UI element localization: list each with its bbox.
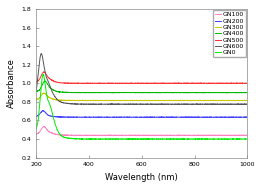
- GN400: [137, 91, 140, 94]
- GN300: [240, 99, 243, 102]
- Line: GN100: GN100: [36, 126, 247, 136]
- GN200: [240, 116, 243, 118]
- Legend: GN100, GN200, GN300, GN400, GN500, GN600, GN0: GN100, GN200, GN300, GN400, GN500, GN600…: [213, 10, 246, 57]
- GN0: [240, 138, 243, 140]
- GN300: [201, 99, 204, 102]
- GN100: [42, 125, 45, 128]
- Line: GN300: GN300: [36, 93, 247, 101]
- GN600: [137, 103, 140, 105]
- Y-axis label: Absorbance: Absorbance: [7, 58, 16, 108]
- GN0: [35, 128, 38, 130]
- GN200: [46, 113, 49, 115]
- GN400: [246, 91, 249, 94]
- GN500: [246, 82, 249, 84]
- GN600: [132, 103, 135, 105]
- GN200: [132, 116, 135, 118]
- GN300: [132, 99, 135, 101]
- GN400: [201, 91, 204, 94]
- GN600: [170, 103, 173, 106]
- Line: GN200: GN200: [36, 111, 247, 118]
- GN600: [201, 103, 204, 105]
- GN200: [137, 116, 140, 118]
- GN400: [240, 91, 243, 94]
- GN200: [240, 116, 243, 118]
- GN500: [35, 81, 38, 83]
- GN300: [35, 98, 38, 101]
- GN0: [132, 138, 135, 140]
- GN500: [240, 82, 243, 84]
- GN200: [246, 116, 249, 119]
- GN100: [97, 135, 100, 137]
- GN500: [42, 71, 45, 73]
- GN100: [35, 133, 38, 135]
- GN100: [138, 134, 141, 136]
- GN400: [240, 92, 243, 94]
- GN300: [138, 99, 141, 102]
- GN0: [137, 138, 140, 140]
- X-axis label: Wavelength (nm): Wavelength (nm): [105, 173, 178, 182]
- GN0: [246, 138, 249, 140]
- GN100: [240, 134, 243, 136]
- GN0: [240, 138, 243, 140]
- GN600: [35, 89, 38, 91]
- GN200: [41, 109, 44, 112]
- GN200: [35, 115, 38, 117]
- GN0: [46, 96, 49, 98]
- GN200: [220, 116, 223, 119]
- GN400: [43, 80, 46, 82]
- Line: GN400: GN400: [36, 81, 247, 93]
- GN400: [186, 92, 189, 94]
- GN500: [132, 82, 135, 84]
- GN300: [43, 92, 46, 94]
- GN600: [246, 103, 249, 105]
- Line: GN600: GN600: [36, 54, 247, 105]
- GN100: [240, 134, 243, 136]
- GN0: [226, 138, 230, 141]
- GN100: [201, 134, 204, 136]
- GN500: [117, 82, 120, 85]
- GN400: [46, 82, 49, 84]
- GN600: [46, 78, 49, 80]
- GN300: [46, 94, 49, 97]
- GN600: [40, 53, 43, 55]
- GN500: [240, 82, 243, 85]
- GN100: [46, 129, 49, 131]
- GN300: [84, 100, 87, 102]
- GN500: [201, 82, 204, 84]
- GN300: [240, 99, 243, 101]
- GN400: [132, 91, 135, 94]
- GN600: [240, 103, 243, 105]
- Line: GN500: GN500: [36, 72, 247, 84]
- GN0: [201, 138, 204, 140]
- Line: GN0: GN0: [36, 74, 247, 139]
- GN500: [138, 82, 141, 84]
- GN400: [35, 90, 38, 92]
- GN100: [246, 134, 249, 137]
- GN0: [42, 73, 45, 75]
- GN300: [246, 99, 249, 102]
- GN600: [240, 103, 243, 105]
- GN100: [132, 134, 135, 136]
- GN200: [201, 116, 204, 118]
- GN500: [46, 75, 49, 77]
